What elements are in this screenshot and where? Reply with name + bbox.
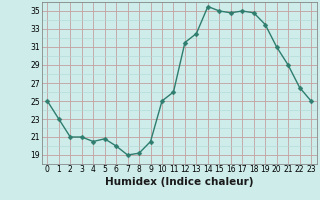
X-axis label: Humidex (Indice chaleur): Humidex (Indice chaleur) (105, 177, 253, 187)
